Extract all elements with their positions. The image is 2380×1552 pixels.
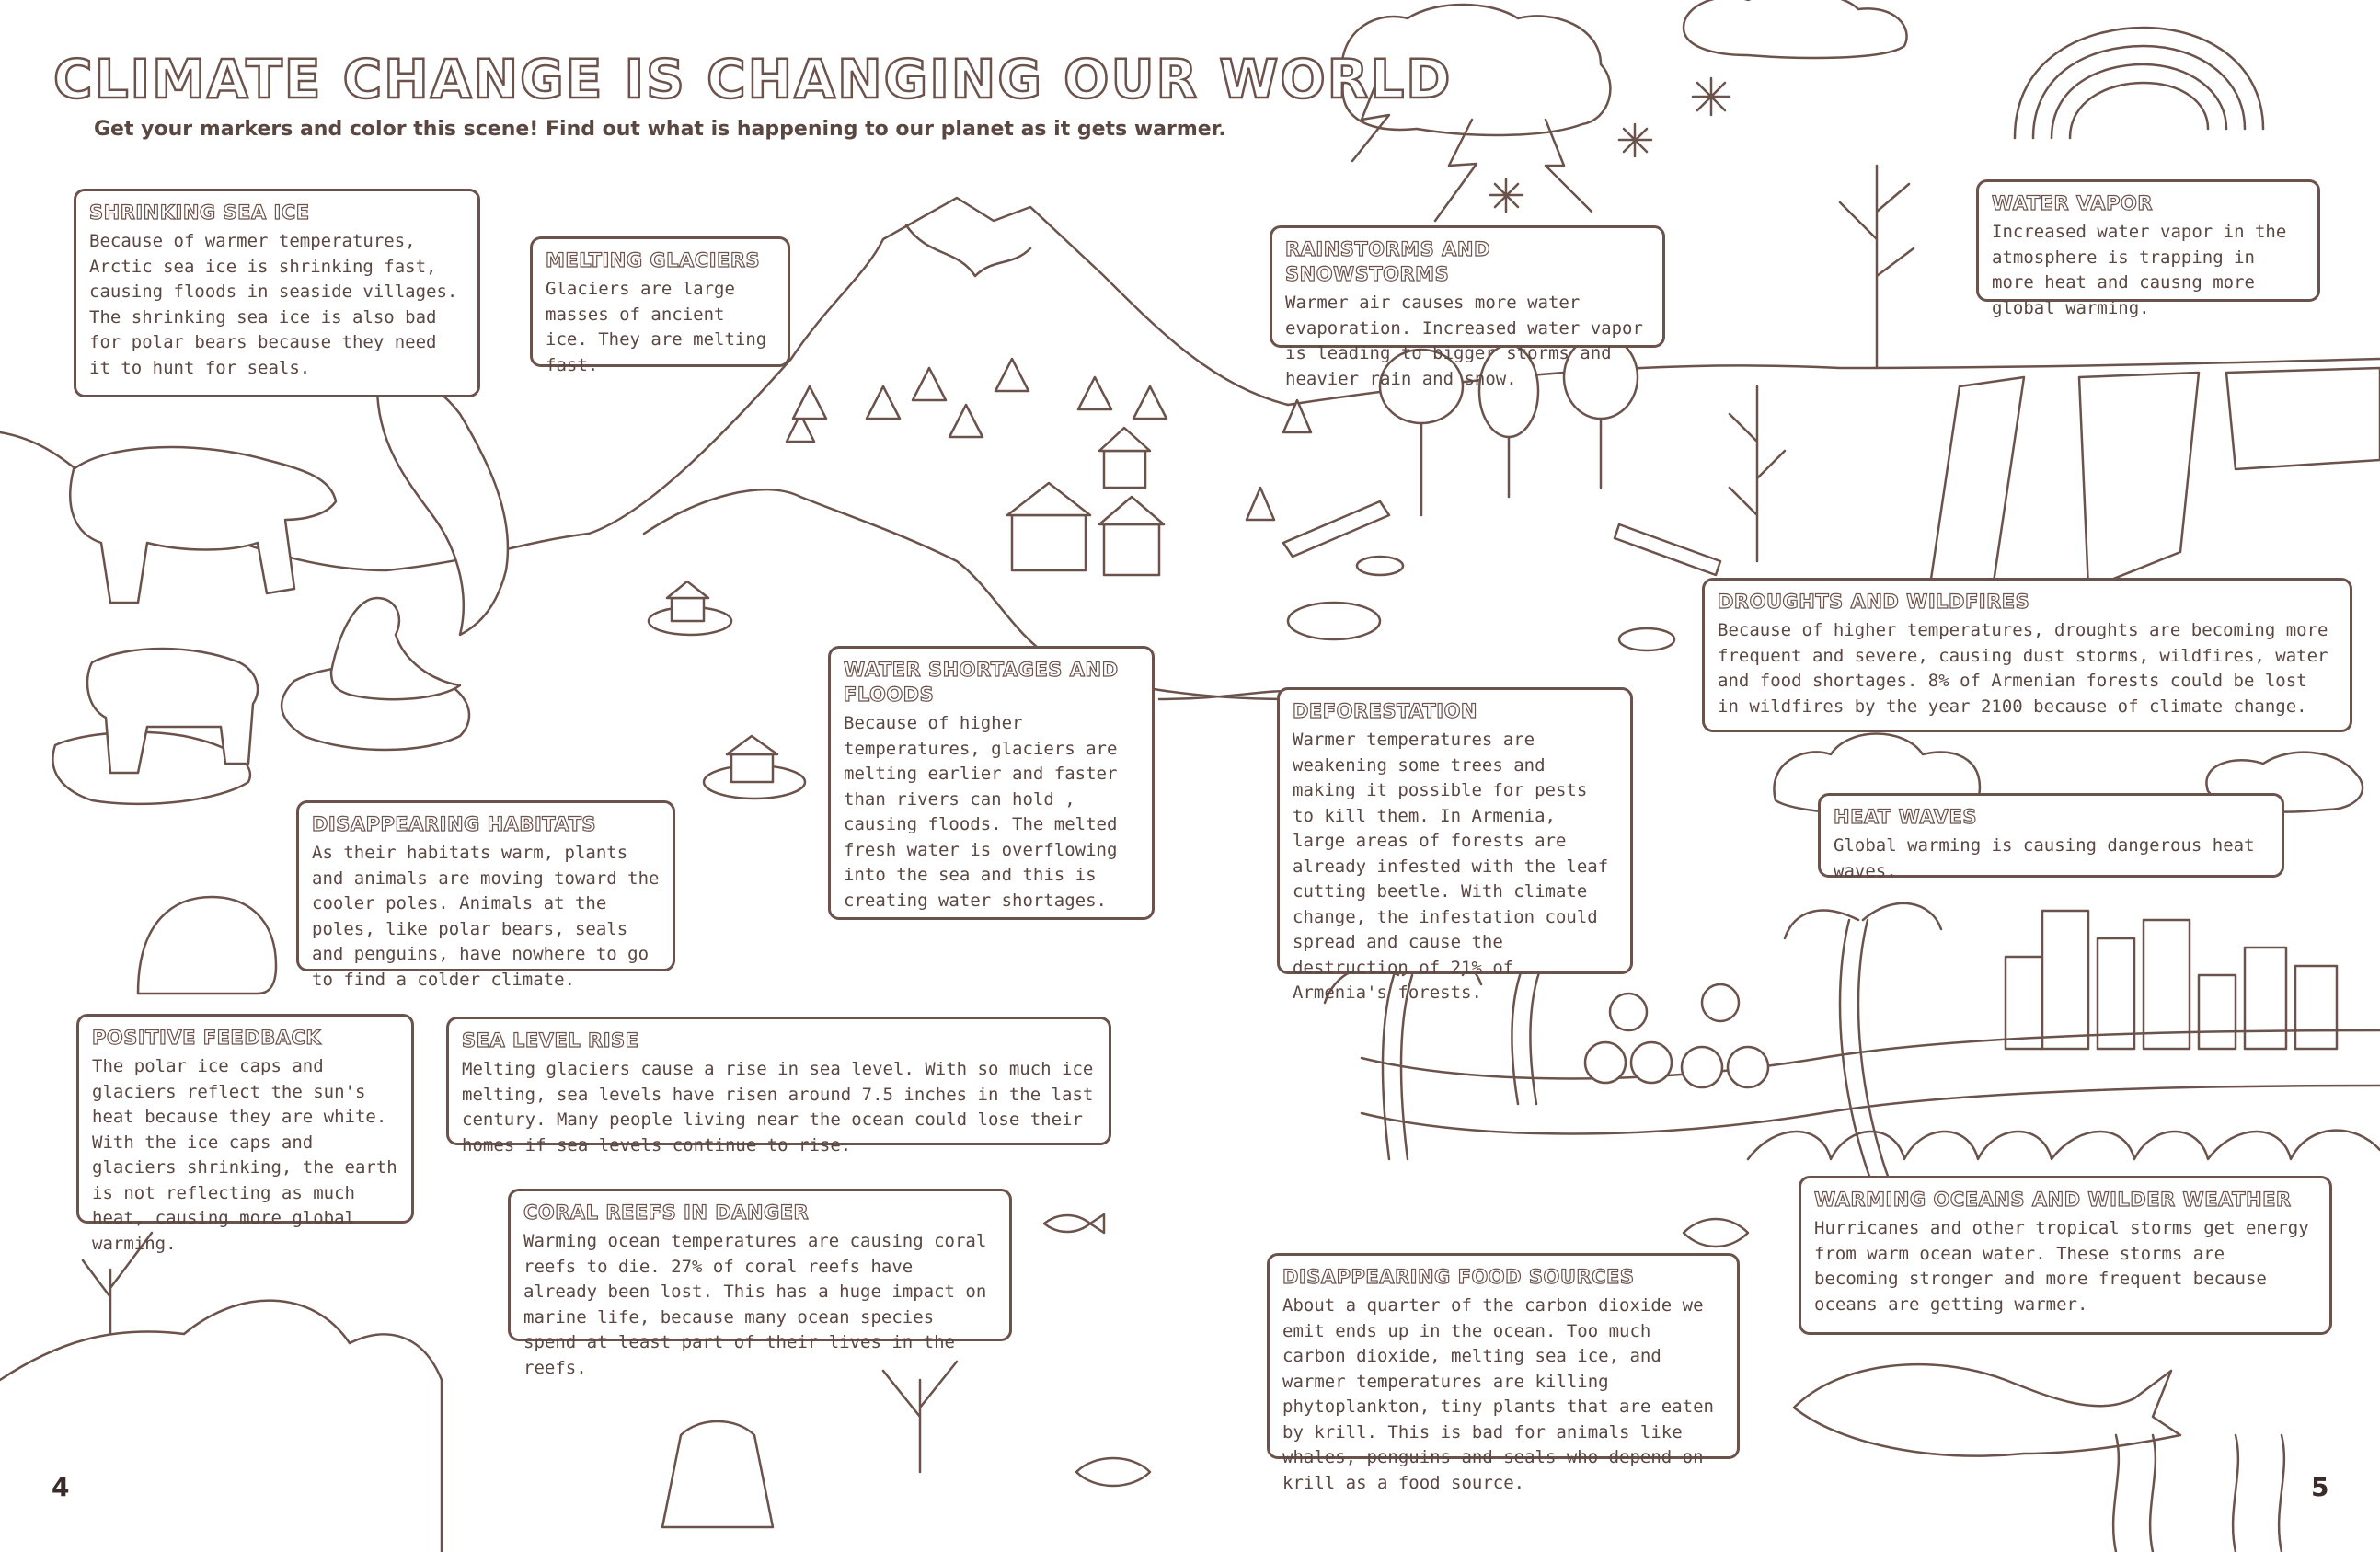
lightning-bolt-3 (1544, 118, 1593, 213)
logs-and-stumps (1282, 500, 1722, 652)
seal (329, 596, 462, 701)
coastal-road (1360, 1029, 2380, 1080)
box-heading: MELTING GLACIERS (545, 248, 761, 271)
ocean-waves (1746, 1129, 2380, 1161)
box-heading: POSITIVE FEEDBACK (91, 1026, 322, 1049)
lightning-bolt-2 (1433, 118, 1478, 223)
page-title: CLIMATE CHANGE IS CHANGING OUR WORLD (52, 47, 1453, 112)
page-number-left: 4 (52, 1472, 70, 1502)
box-text: Increased water vapor in the atmosphere … (1992, 222, 2287, 318)
reef-coral-left (81, 1231, 154, 1336)
page-number-right: 5 (2311, 1472, 2329, 1502)
cloud-top (1682, 0, 1908, 60)
seal-head-water (136, 895, 278, 995)
bare-tree-1 (1838, 164, 1915, 370)
info-box-melting-glaciers: MELTING GLACIERS Glaciers are large mass… (530, 236, 790, 375)
krill (1682, 1217, 1750, 1248)
village-houses (1006, 426, 1166, 577)
whale (1792, 1362, 2182, 1457)
box-heading: DISAPPEARING FOOD SOURCES (1282, 1265, 1635, 1288)
page-subtitle: Get your markers and color this scene! F… (94, 118, 1226, 141)
info-box-droughts: DROUGHTS AND WILDFIRES Because of higher… (1702, 578, 2352, 732)
box-heading: RAINSTORMS AND SNOWSTORMS (1284, 237, 1490, 285)
box-text: Glaciers are large masses of ancient ice… (546, 279, 767, 375)
info-box-warming-oceans: WARMING OCEANS AND WILDER WEATHER Hurric… (1799, 1176, 2332, 1335)
box-text: Global warming is causing dangerous heat… (1834, 835, 2255, 881)
rainbow (2013, 26, 2265, 140)
box-heading: DROUGHTS AND WILDFIRES (1717, 590, 2030, 613)
coastal-road-edge (1360, 1084, 2380, 1135)
polar-bear-small (86, 647, 259, 775)
snowflakes (1489, 76, 1731, 213)
reef-coral-right (881, 1360, 959, 1474)
box-heading: WATER VAPOR (1991, 191, 2153, 214)
storm-cloud (1340, 3, 1612, 137)
box-heading: WATER SHORTAGES AND FLOODS (843, 658, 1119, 706)
box-text: Because of warmer temperatures, Arctic s… (89, 231, 458, 378)
sea-anemone (661, 1420, 775, 1529)
mountain-outline (587, 196, 1290, 535)
box-text: Warming ocean temperatures are causing c… (523, 1231, 987, 1378)
info-box-rainstorms: RAINSTORMS AND SNOWSTORMS Warmer air cau… (1270, 225, 1665, 389)
horizon-line-right (1286, 357, 2380, 407)
info-box-deforestation: DEFORESTATION Warmer temperatures are we… (1277, 687, 1633, 1003)
box-text: Melting glaciers cause a rise in sea lev… (462, 1059, 1094, 1155)
info-box-food-sources: DISAPPEARING FOOD SOURCES About a quarte… (1267, 1253, 1740, 1493)
box-text: As their habitats warm, plants and anima… (312, 843, 660, 990)
info-box-coral-reefs: CORAL REEFS IN DANGER Warming ocean temp… (508, 1189, 1012, 1378)
flooded-house-2 (702, 734, 807, 800)
bare-tree-2 (1728, 385, 1787, 563)
box-text: Because of higher temperatures, glaciers… (844, 713, 1118, 911)
flooded-house-1 (647, 580, 733, 637)
info-box-shrinking-sea-ice: SHRINKING SEA ICE Because of warmer temp… (74, 189, 480, 397)
reef-rocks (0, 1299, 443, 1552)
box-text: Because of higher temperatures, droughts… (1718, 620, 2328, 717)
box-heading: DISAPPEARING HABITATS (311, 812, 597, 835)
pine-trees (785, 357, 1313, 522)
city-skyline (2004, 909, 2339, 1051)
info-box-water-shortages: WATER SHORTAGES AND FLOODS Because of hi… (828, 646, 1155, 920)
box-text: About a quarter of the carbon dioxide we… (1282, 1295, 1714, 1493)
mountain-snowcap (904, 224, 1032, 278)
info-box-sea-level-rise: SEA LEVEL RISE Melting glaciers cause a … (446, 1017, 1111, 1155)
seaweed (2111, 1433, 2286, 1552)
info-box-heat-waves: HEAT WAVES Global warming is causing dan… (1818, 793, 2284, 881)
ice-floe-left (52, 730, 252, 806)
box-heading: WARMING OCEANS AND WILDER WEATHER (1813, 1188, 2292, 1211)
box-text: Hurricanes and other tropical storms get… (1814, 1218, 2309, 1315)
box-heading: HEAT WAVES (1833, 805, 1977, 828)
polar-bear-large (69, 445, 338, 604)
orca (375, 375, 510, 637)
box-text: The polar ice caps and glaciers reflect … (92, 1056, 397, 1254)
clownfish (1075, 1456, 1152, 1488)
box-text: Warmer air causes more water evaporation… (1285, 293, 1643, 389)
box-heading: SHRINKING SEA ICE (88, 201, 310, 224)
small-fish (1042, 1213, 1106, 1235)
cyclists (1583, 983, 1770, 1089)
box-heading: CORAL REEFS IN DANGER (523, 1201, 810, 1224)
info-box-water-vapor: WATER VAPOR Increased water vapor in the… (1976, 179, 2320, 318)
info-box-disappearing-habitats: DISAPPEARING HABITATS As their habitats … (296, 800, 675, 990)
box-heading: DEFORESTATION (1292, 699, 1477, 722)
box-heading: SEA LEVEL RISE (461, 1029, 639, 1052)
deciduous-trees (1378, 334, 1639, 517)
info-box-positive-feedback: POSITIVE FEEDBACK The polar ice caps and… (76, 1014, 414, 1254)
lightning-bolt-1 (1351, 72, 1391, 163)
box-text: Warmer temperatures are weakening some t… (1293, 730, 1609, 1003)
